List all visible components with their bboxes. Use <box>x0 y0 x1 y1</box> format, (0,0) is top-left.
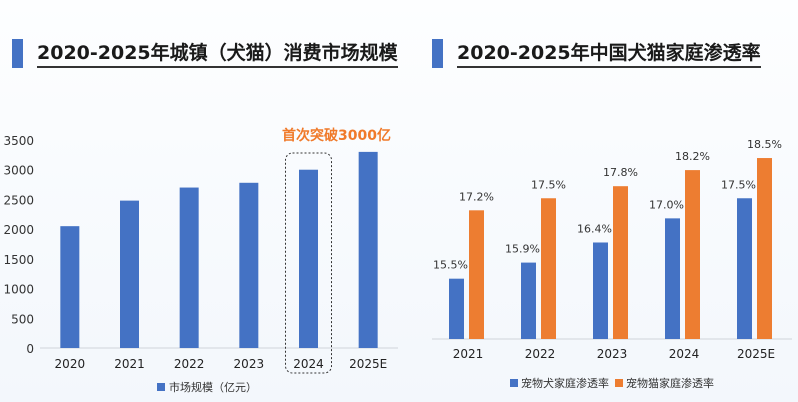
x-tick-label: 2023 <box>597 347 628 361</box>
bar-2020 <box>60 226 80 348</box>
data-label: 18.5% <box>747 138 782 151</box>
highlight-box <box>285 152 332 374</box>
x-tick-label: 2022 <box>174 357 205 371</box>
data-label: 15.5% <box>433 259 468 272</box>
x-tick-label: 2021 <box>114 357 145 371</box>
data-label: 16.4% <box>577 222 612 235</box>
bar-宠物犬家庭渗透率-2023 <box>593 242 608 339</box>
title-marker <box>12 38 23 68</box>
y-tick-label: 3000 <box>3 164 34 178</box>
bar-2023 <box>239 182 259 348</box>
y-tick-label: 0 <box>26 342 34 356</box>
legend-swatch-dog <box>510 379 518 387</box>
bar-宠物犬家庭渗透率-2022 <box>521 262 536 339</box>
data-label: 17.8% <box>603 166 638 179</box>
bar-宠物猫家庭渗透率-2024 <box>685 170 700 339</box>
x-tick-label: 2025E <box>349 357 387 371</box>
left-chart-title: 2020-2025年城镇（犬猫）消费市场规模 <box>12 38 398 68</box>
bar-2021 <box>120 200 139 348</box>
bar-宠物猫家庭渗透率-2023 <box>613 186 628 339</box>
y-tick-label: 2500 <box>3 193 34 207</box>
y-tick-label: 1500 <box>3 253 34 267</box>
x-tick-label: 2023 <box>234 357 265 371</box>
bar-2025E <box>358 151 378 348</box>
bar-宠物犬家庭渗透率-2025E <box>737 198 752 339</box>
data-label: 17.5% <box>531 178 566 191</box>
title-marker <box>432 38 443 68</box>
bar-宠物犬家庭渗透率-2024 <box>665 218 680 339</box>
annotation-text: 首次突破3000亿 <box>282 127 391 144</box>
x-tick-label: 2024 <box>669 347 700 361</box>
legend-label: 市场规模（亿元） <box>169 380 257 394</box>
x-tick-label: 2022 <box>525 347 556 361</box>
data-label: 17.0% <box>649 198 684 211</box>
data-label: 17.2% <box>459 190 494 203</box>
data-label: 17.5% <box>721 178 756 191</box>
bar-宠物猫家庭渗透率-2022 <box>541 198 556 339</box>
right-chart-title: 2020-2025年中国犬猫家庭渗透率 <box>432 38 761 68</box>
y-tick-label: 500 <box>11 312 34 326</box>
legend-swatch-cat <box>615 379 623 387</box>
data-label: 18.2% <box>675 150 710 163</box>
bar-宠物猫家庭渗透率-2025E <box>757 158 772 339</box>
bar-宠物犬家庭渗透率-2021 <box>449 278 464 339</box>
y-tick-label: 3500 <box>3 134 34 148</box>
bar-2024 <box>299 169 318 348</box>
x-tick-label: 2024 <box>293 357 324 371</box>
x-tick-label: 2021 <box>453 347 484 361</box>
bar-2022 <box>179 187 199 348</box>
x-tick-label: 2025E <box>737 347 775 361</box>
data-label: 15.9% <box>505 243 540 256</box>
legend-label-dog: 宠物犬家庭渗透率 <box>521 376 609 390</box>
bar-宠物猫家庭渗透率-2021 <box>469 210 484 339</box>
legend-label-cat: 宠物猫家庭渗透率 <box>626 376 714 390</box>
x-tick-label: 2020 <box>55 357 86 371</box>
y-tick-label: 1000 <box>3 283 34 297</box>
y-tick-label: 2000 <box>3 223 34 237</box>
legend-swatch <box>157 383 165 391</box>
